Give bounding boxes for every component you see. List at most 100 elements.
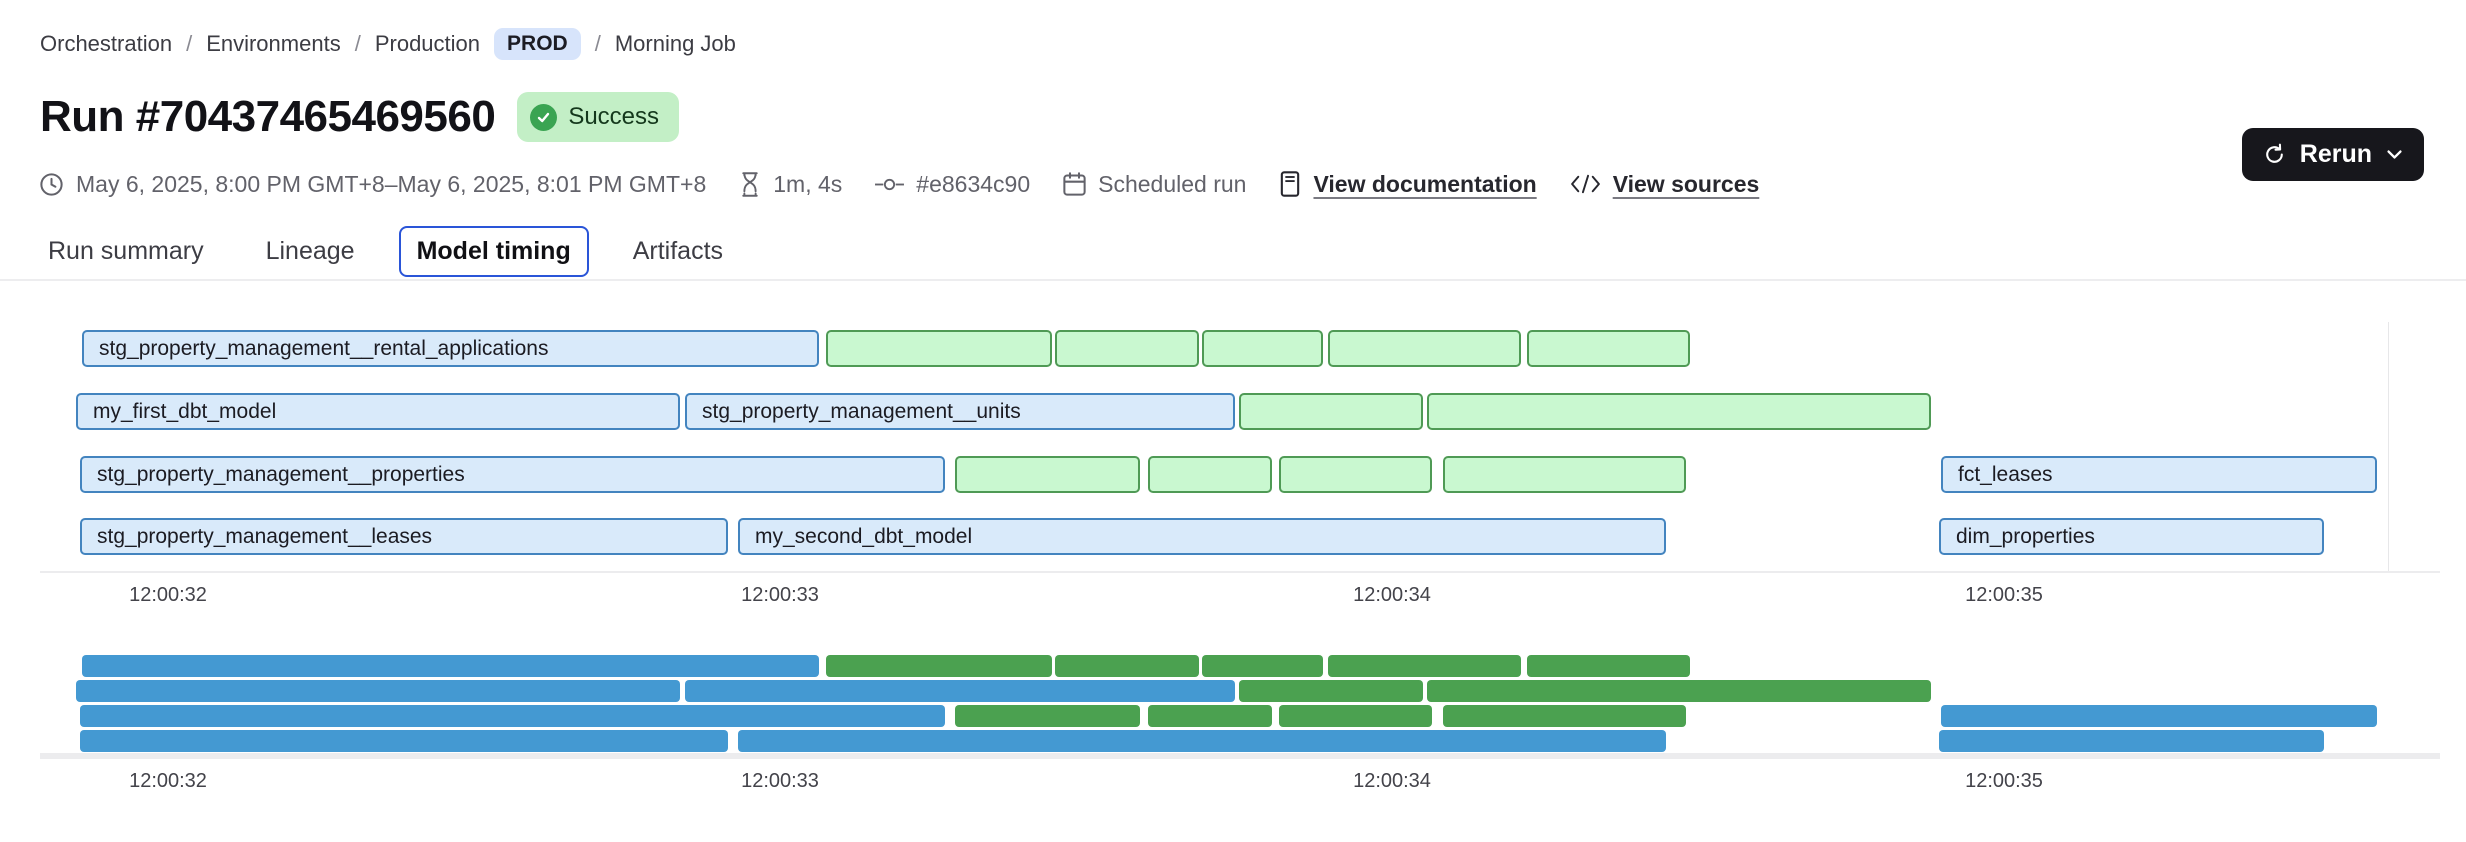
gantt-bar-label: stg_property_management__units [702,399,1021,423]
breadcrumb-separator: / [186,31,193,56]
gantt-bar-label: my_first_dbt_model [93,399,277,423]
gantt-bar-stg_property_management__properties[interactable]: stg_property_management__properties [80,456,945,493]
breadcrumb-separator: / [594,31,601,56]
tab-artifacts[interactable]: Artifacts [632,237,724,265]
environment-badge: PROD [494,28,581,60]
meta-time-range-label: May 6, 2025, 8:00 PM GMT+8–May 6, 2025, … [76,170,707,197]
minimap-axis-line [40,753,2440,759]
minimap-bar [1148,705,1272,727]
minimap-bar [738,730,1666,752]
minimap-bar [1427,680,1931,702]
minimap-bar [1527,655,1690,677]
breadcrumb-production[interactable]: Production [374,31,481,56]
hourglass-icon [742,171,758,197]
chevron-down-icon [2387,150,2402,159]
meta-commit: #e8634c90 [874,171,1030,198]
minimap-bar [80,730,728,752]
gantt-bar[interactable] [1527,330,1690,367]
breadcrumb-orchestration[interactable]: Orchestration [40,31,173,56]
gantt-bar-label: stg_property_management__leases [97,524,433,548]
gantt-bar-stg_property_management__rental_applications[interactable]: stg_property_management__rental_applicat… [82,330,819,367]
axis-tick-label: 12:00:33 [741,770,819,792]
gantt-bar-label: stg_property_management__rental_applicat… [99,336,549,360]
breadcrumb: Orchestration / Environments / Productio… [40,28,736,60]
minimap-bar [826,655,1052,677]
breadcrumb-environments[interactable]: Environments [206,31,341,56]
minimap-bar [1239,680,1423,702]
breadcrumb-morning-job[interactable]: Morning Job [614,31,736,56]
gantt-bar[interactable] [1239,393,1423,430]
gantt-bar[interactable] [1148,456,1272,493]
axis-tick-label: 12:00:33 [741,584,819,606]
commit-icon [875,178,905,190]
axis-tick-label: 12:00:34 [1353,584,1431,606]
tabs-divider [0,279,2466,281]
meta-duration-label: 1m, 4s [773,170,843,197]
minimap-bar [1328,655,1521,677]
status-label: Success [568,103,660,130]
gantt-bar-label: stg_property_management__properties [97,462,465,486]
minimap-bar [1055,655,1199,677]
gantt-bar[interactable] [1055,330,1199,367]
axis-tick-label: 12:00:32 [129,770,207,792]
documentation-icon [1281,171,1300,197]
gantt-bar-label: my_second_dbt_model [755,524,973,548]
status-badge: Success [517,92,680,142]
gantt-bar[interactable] [1279,456,1432,493]
gantt-bar-stg_property_management__leases[interactable]: stg_property_management__leases [80,518,728,555]
gantt-bar[interactable] [1427,393,1931,430]
meta-trigger-label: Scheduled run [1098,170,1247,197]
gantt-bar[interactable] [955,456,1140,493]
rerun-label: Rerun [2299,140,2372,168]
main-axis-line [40,571,2440,573]
gantt-bar-label: fct_leases [1958,462,2053,486]
tab-lineage[interactable]: Lineage [265,237,355,265]
tab-run-summary[interactable]: Run summary [48,237,204,265]
minimap-bar [76,680,680,702]
run-meta-row: May 6, 2025, 8:00 PM GMT+8–May 6, 2025, … [38,170,1759,198]
axis-tick-label: 12:00:32 [129,584,207,606]
success-check-icon [530,103,558,131]
calendar-icon [1063,171,1086,196]
gantt-bar[interactable] [826,330,1052,367]
refresh-icon [2265,143,2283,163]
minimap-bar [685,680,1235,702]
minimap-bar [1939,730,2324,752]
minimap-bar [82,655,819,677]
tab-model-timing[interactable]: Model timing [398,226,589,277]
meta-duration: 1m, 4s [738,171,842,198]
gantt-bar-dim_properties[interactable]: dim_properties [1939,518,2324,555]
title-bar: Run #70437465469560 Success [40,92,680,142]
meta-commit-label: #e8634c90 [916,170,1031,197]
gantt-bar[interactable] [1328,330,1521,367]
gantt-bar-stg_property_management__units[interactable]: stg_property_management__units [685,393,1235,430]
view-documentation-label[interactable]: View documentation [1313,170,1537,197]
view-sources-label[interactable]: View sources [1612,170,1760,197]
gantt-bar-my_first_dbt_model[interactable]: my_first_dbt_model [76,393,680,430]
tab-bar: Run summary Lineage Model timing Artifac… [30,226,741,277]
axis-tick-label: 12:00:35 [1965,770,2043,792]
minimap-bar [1443,705,1686,727]
gantt-bar[interactable] [1443,456,1686,493]
minimap-bar [955,705,1140,727]
chart-right-edge [2388,322,2389,572]
rerun-button[interactable]: Rerun [2241,128,2424,181]
meta-trigger: Scheduled run [1062,171,1246,198]
gantt-bar-my_second_dbt_model[interactable]: my_second_dbt_model [738,518,1666,555]
view-sources-link[interactable]: View sources [1569,170,1760,198]
minimap-bar [1202,655,1323,677]
axis-tick-label: 12:00:34 [1353,770,1431,792]
meta-time-range: May 6, 2025, 8:00 PM GMT+8–May 6, 2025, … [38,171,706,198]
gantt-bar-fct_leases[interactable]: fct_leases [1941,456,2377,493]
gantt-bar[interactable] [1202,330,1323,367]
page-title: Run #70437465469560 [40,92,496,141]
code-icon [1570,174,1600,194]
minimap-bar [80,705,945,727]
minimap-bar [1941,705,2377,727]
gantt-bar-label: dim_properties [1956,524,2095,548]
view-documentation-link[interactable]: View documentation [1278,170,1537,198]
axis-tick-label: 12:00:35 [1965,584,2043,606]
